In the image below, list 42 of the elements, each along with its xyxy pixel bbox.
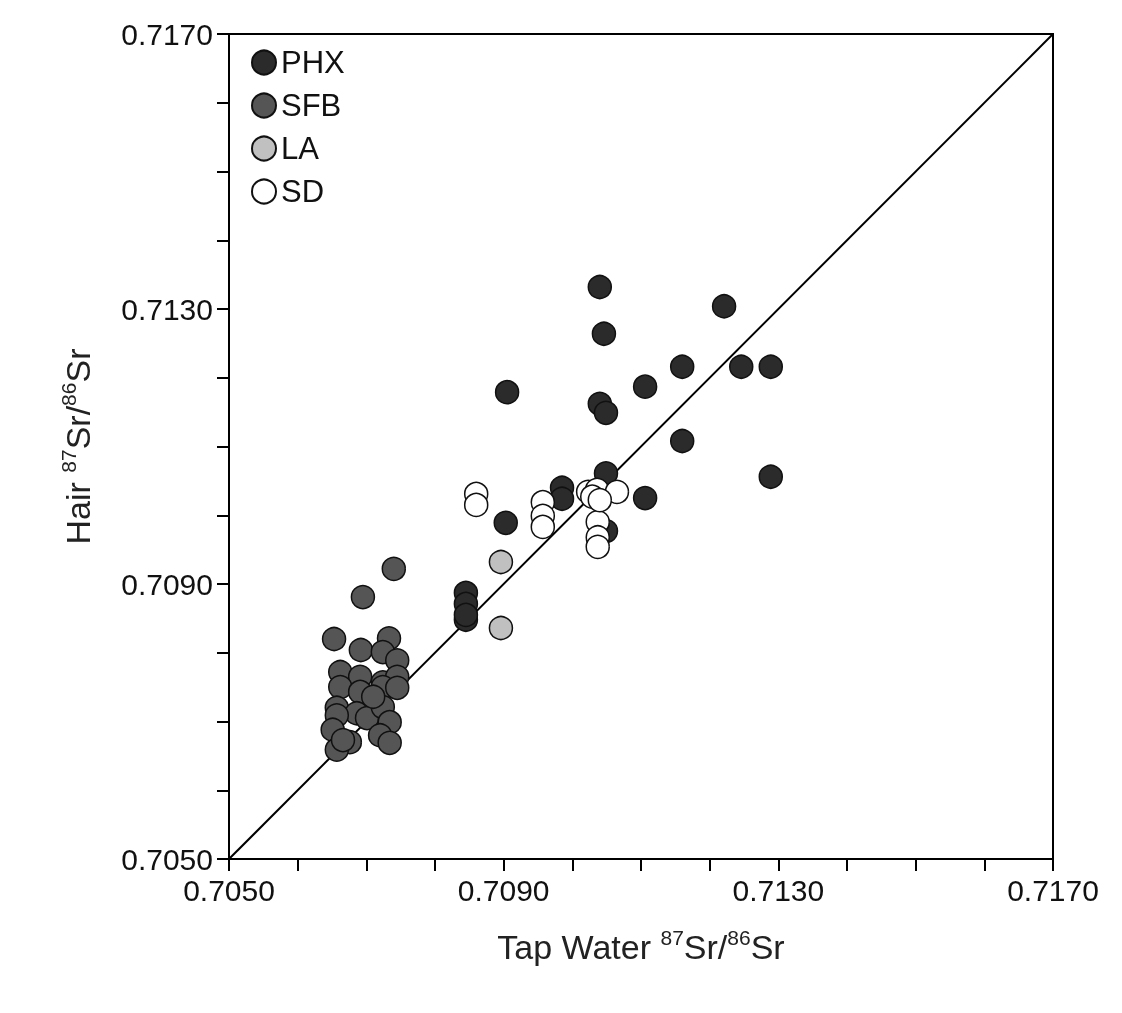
point xyxy=(758,464,784,489)
x-tick-label: 0.7170 xyxy=(1007,873,1099,907)
point xyxy=(530,514,556,540)
legend-label: SFB xyxy=(281,88,342,123)
point xyxy=(348,637,374,663)
y-tick-label: 0.7130 xyxy=(121,292,213,326)
point xyxy=(758,354,784,379)
point xyxy=(463,492,489,518)
point xyxy=(453,602,479,628)
point xyxy=(591,321,617,346)
point xyxy=(381,556,407,582)
point xyxy=(632,374,658,399)
point xyxy=(587,274,613,300)
point xyxy=(488,549,514,575)
point xyxy=(549,486,575,511)
y-tick-label: 0.7170 xyxy=(121,17,213,51)
point xyxy=(711,294,737,319)
point xyxy=(321,626,347,652)
point xyxy=(488,615,514,641)
point xyxy=(385,675,410,701)
y-axis-title: Hair 87Sr/86Sr xyxy=(57,348,97,545)
legend-label: PHX xyxy=(281,45,346,80)
point xyxy=(593,400,619,426)
point xyxy=(494,379,520,405)
legend-label: LA xyxy=(281,131,320,166)
point xyxy=(669,354,695,379)
legend-label: SD xyxy=(281,174,325,209)
point xyxy=(729,354,754,379)
point xyxy=(330,727,356,753)
point xyxy=(360,684,386,709)
y-tick-label: 0.7050 xyxy=(121,842,213,876)
x-tick-label: 0.7090 xyxy=(457,873,550,907)
point xyxy=(669,428,695,454)
y-tick-label: 0.7090 xyxy=(121,567,213,601)
point xyxy=(493,510,518,536)
x-tick-label: 0.7050 xyxy=(183,873,275,907)
point xyxy=(350,584,376,610)
point xyxy=(377,730,402,756)
point xyxy=(632,485,658,511)
x-tick-label: 0.7130 xyxy=(732,873,825,907)
point xyxy=(587,487,613,513)
point xyxy=(585,534,610,560)
